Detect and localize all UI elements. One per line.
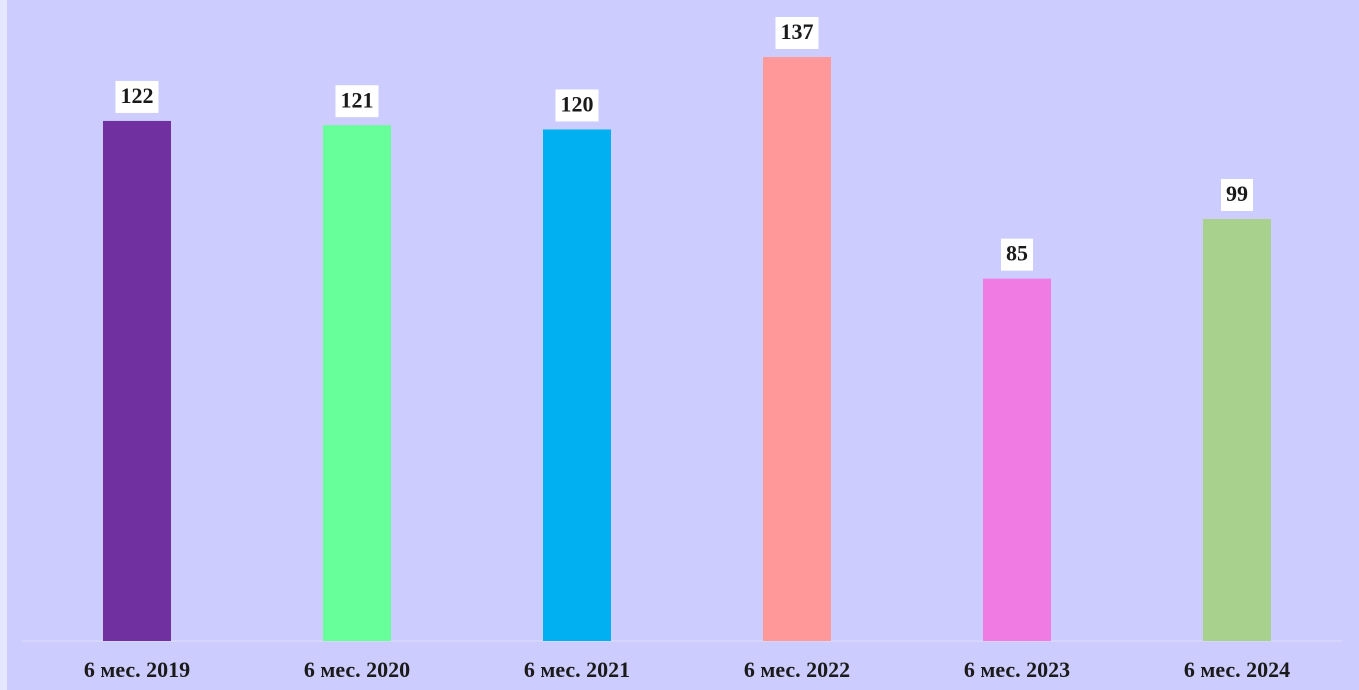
value-label-box: [335, 85, 379, 118]
bar: [763, 57, 831, 641]
value-label: 120: [561, 92, 594, 117]
value-label-box: [555, 89, 599, 122]
value-label: 122: [121, 83, 154, 108]
value-label: 121: [341, 87, 374, 112]
value-label: 85: [1006, 241, 1028, 266]
value-label: 137: [781, 19, 814, 44]
value-label-box: [775, 17, 819, 49]
left-edge: [0, 0, 7, 690]
value-label-box: [1221, 178, 1253, 211]
x-tick-label: 6 мес. 2021: [524, 657, 630, 682]
x-tick-label: 6 мес. 2023: [964, 657, 1070, 682]
value-label-box: [115, 80, 159, 113]
bar: [1203, 218, 1271, 641]
bar: [323, 125, 391, 642]
bar: [543, 129, 611, 641]
value-label: 99: [1226, 181, 1248, 206]
value-label-box: [1001, 238, 1033, 271]
x-tick-label: 6 мес. 2022: [744, 657, 850, 682]
bar: [103, 120, 171, 642]
x-tick-label: 6 мес. 2024: [1184, 657, 1290, 682]
x-tick-label: 6 мес. 2019: [84, 657, 190, 682]
bar: [983, 278, 1051, 641]
x-tick-label: 6 мес. 2020: [304, 657, 410, 682]
